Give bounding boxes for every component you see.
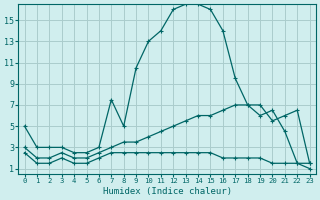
X-axis label: Humidex (Indice chaleur): Humidex (Indice chaleur) <box>103 187 232 196</box>
